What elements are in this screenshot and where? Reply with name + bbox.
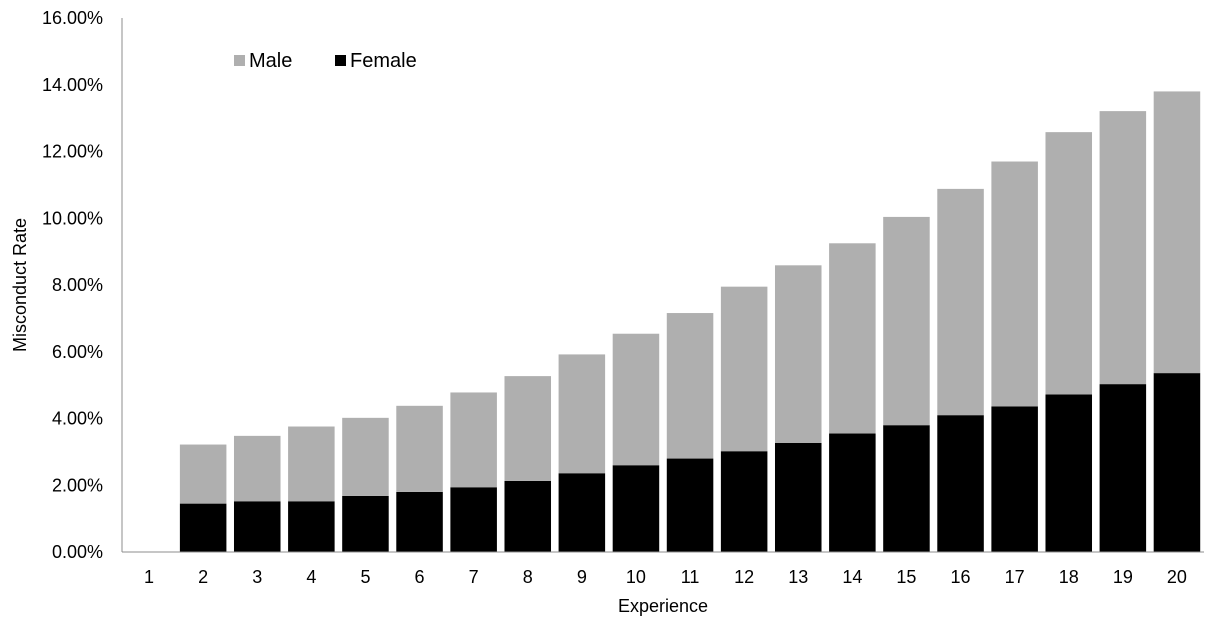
bar-female-5 xyxy=(342,495,389,552)
x-tick-label: 5 xyxy=(360,567,370,587)
bar-male-9 xyxy=(558,354,606,474)
bar-male-14 xyxy=(829,243,876,434)
x-tick-label: 15 xyxy=(896,567,916,587)
x-tick-label: 9 xyxy=(577,567,587,587)
bar-male-16 xyxy=(937,188,984,416)
bar-female-11 xyxy=(666,458,714,552)
y-tick-label: 8.00% xyxy=(52,275,103,295)
y-tick-label: 0.00% xyxy=(52,542,103,562)
legend-swatch-female xyxy=(335,55,346,66)
bar-male-11 xyxy=(666,313,714,459)
bar-female-4 xyxy=(288,501,335,552)
bar-female-3 xyxy=(233,501,281,552)
bar-female-14 xyxy=(829,433,876,552)
bar-female-8 xyxy=(504,480,552,552)
x-tick-label: 2 xyxy=(198,567,208,587)
x-tick-label: 13 xyxy=(788,567,808,587)
bar-male-19 xyxy=(1099,111,1147,385)
x-tick-label: 8 xyxy=(523,567,533,587)
y-tick-label: 2.00% xyxy=(52,475,103,495)
bar-female-15 xyxy=(883,425,930,552)
bar-male-8 xyxy=(504,376,552,481)
x-tick-label: 16 xyxy=(951,567,971,587)
bar-male-13 xyxy=(774,265,822,443)
bars-layer xyxy=(179,91,1201,552)
bar-male-17 xyxy=(991,161,1038,407)
y-tick-label: 6.00% xyxy=(52,342,103,362)
axes-layer xyxy=(121,18,1204,553)
bar-male-15 xyxy=(883,216,930,426)
x-tick-label: 10 xyxy=(626,567,646,587)
y-axis-title: Misconduct Rate xyxy=(10,218,30,352)
bar-male-5 xyxy=(342,417,389,496)
bar-female-12 xyxy=(720,451,768,552)
y-tick-label: 14.00% xyxy=(42,75,103,95)
x-tick-label: 11 xyxy=(681,567,700,587)
x-tick-label: 18 xyxy=(1059,567,1079,587)
bar-female-17 xyxy=(991,406,1038,552)
bar-female-6 xyxy=(396,491,443,552)
bar-male-4 xyxy=(288,426,335,502)
bar-female-18 xyxy=(1045,394,1093,552)
bar-female-7 xyxy=(450,487,497,552)
y-tick-label: 4.00% xyxy=(52,409,103,429)
x-tick-label: 7 xyxy=(469,567,479,587)
y-tick-labels: 0.00% 2.00% 4.00% 6.00% 8.00% 10.00% 12.00% 14.… xyxy=(42,8,103,562)
y-tick-label: 10.00% xyxy=(42,208,103,228)
x-tick-label: 12 xyxy=(734,567,754,587)
bar-male-20 xyxy=(1153,91,1201,374)
bar-male-10 xyxy=(612,333,660,466)
x-tick-label: 1 xyxy=(144,567,154,587)
bar-male-3 xyxy=(233,435,281,502)
bar-female-2 xyxy=(179,503,227,552)
bar-male-6 xyxy=(396,405,443,492)
bar-female-13 xyxy=(774,442,822,552)
bar-male-2 xyxy=(179,444,227,504)
x-tick-label: 6 xyxy=(415,567,425,587)
y-tick-label: 12.00% xyxy=(42,142,103,162)
x-tick-label: 19 xyxy=(1113,567,1133,587)
legend-label-male: Male xyxy=(249,50,292,72)
x-axis-title: Experience xyxy=(618,596,708,616)
bar-female-16 xyxy=(937,415,984,552)
x-tick-label: 4 xyxy=(306,567,316,587)
bar-male-18 xyxy=(1045,132,1093,395)
x-tick-label: 14 xyxy=(842,567,862,587)
bar-female-9 xyxy=(558,473,606,552)
legend: Male Female xyxy=(234,50,417,72)
x-tick-label: 3 xyxy=(252,567,262,587)
x-tick-label: 20 xyxy=(1167,567,1187,587)
bar-female-19 xyxy=(1099,384,1147,552)
legend-swatch-male xyxy=(234,55,245,66)
bar-male-7 xyxy=(450,392,497,488)
y-tick-label: 16.00% xyxy=(42,8,103,28)
x-tick-label: 17 xyxy=(1005,567,1025,587)
bar-male-12 xyxy=(720,286,768,452)
x-tick-labels: 1 2 3 4 5 6 7 8 9 10 11 12 13 14 15 16 17 18 19 20 xyxy=(144,567,1187,587)
bar-female-10 xyxy=(612,465,660,552)
legend-label-female: Female xyxy=(350,50,417,72)
bar-female-20 xyxy=(1153,373,1201,552)
